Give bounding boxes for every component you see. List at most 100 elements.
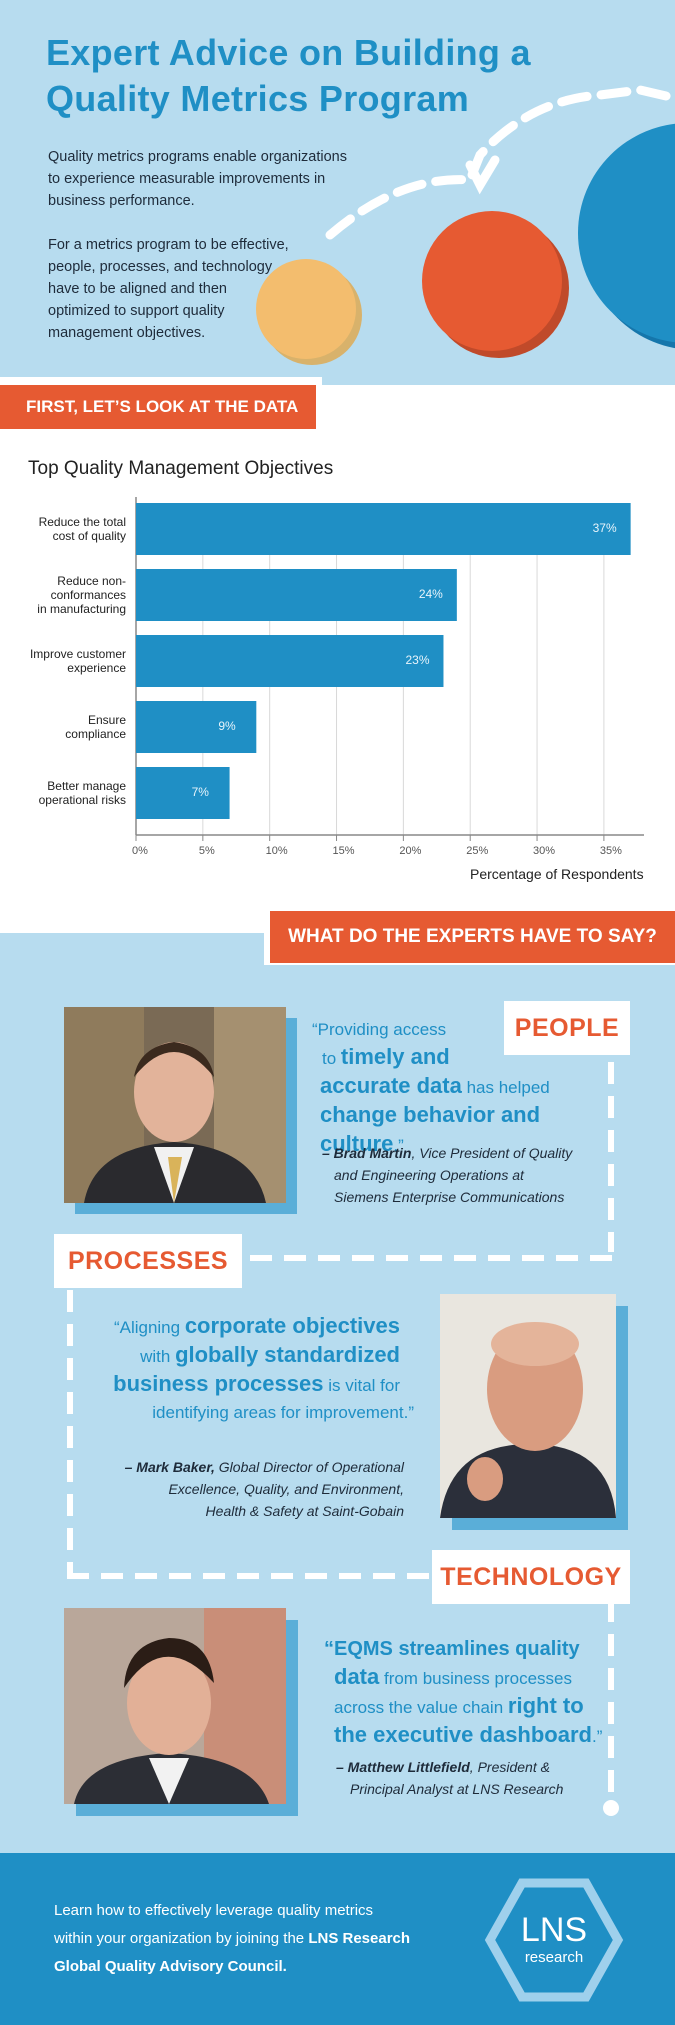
x-tick-label: 30% <box>533 845 556 857</box>
footer-link-text: LNS Research <box>308 1930 411 1947</box>
bar <box>136 767 230 819</box>
quote-line: “Providing access <box>312 1020 447 1039</box>
quote-text: with <box>140 1347 176 1366</box>
person-name: – Mark Baker, <box>124 1459 215 1475</box>
bar-category-label-line: Reduce non- <box>57 574 126 588</box>
chart-title: Top Quality Management Objectives <box>28 458 334 479</box>
x-tick-label: 35% <box>599 845 622 857</box>
bar <box>136 635 444 687</box>
quote-text: .” <box>393 1136 404 1155</box>
person-company: Principal Analyst at LNS Research <box>350 1781 564 1797</box>
dashed-path-icon <box>325 85 675 240</box>
lns-research-logo[interactable]: LNS research <box>484 1875 624 2005</box>
quote-emphasis: timely and <box>340 1044 450 1069</box>
bar <box>136 503 631 555</box>
intro-paragraph-1: Quality metrics programs enable organiza… <box>48 149 347 209</box>
quote-emphasis: change behavior and culture <box>320 1102 541 1156</box>
chevron-icon <box>465 155 500 195</box>
orange-circle <box>422 211 562 351</box>
technology-attribution: – Matthew Littlefield, President & Princ… <box>336 1756 626 1800</box>
bar-category-label-line: cost of quality <box>52 529 126 543</box>
quote-text: to <box>322 1049 341 1068</box>
page-title: Expert Advice on Building a Quality Metr… <box>46 32 531 119</box>
quote-emphasis: data <box>334 1664 380 1689</box>
dashed-line <box>608 1600 614 1800</box>
logo-sub-text: research <box>524 1949 584 1966</box>
person-company: Health & Safety at Saint-Gobain <box>205 1503 404 1519</box>
footer-line: within your organization by joining the <box>54 1930 309 1947</box>
bar-category-label-line: Reduce the total <box>38 515 126 529</box>
quote-text: is vital for <box>323 1376 400 1395</box>
person-role: , President & <box>469 1759 550 1775</box>
people-attribution: – Brad Martin, Vice President of Quality… <box>322 1142 622 1208</box>
bar-category-label-line: Better manage <box>47 779 126 793</box>
logo-main-text: LNS <box>520 1911 588 1949</box>
x-tick-label: 15% <box>332 845 355 857</box>
processes-tag: PROCESSES <box>54 1234 242 1288</box>
quote-emphasis: “EQMS streamlines quality <box>324 1638 580 1660</box>
bar-value-label: 24% <box>418 587 443 601</box>
bar-category-label-line: compliance <box>65 727 126 741</box>
x-tick-label: 10% <box>265 845 288 857</box>
quote-emphasis: the executive dashboard <box>334 1722 592 1747</box>
x-tick-label: 20% <box>399 845 422 857</box>
quote-emphasis: right to <box>507 1693 584 1718</box>
bar-value-label: 9% <box>218 719 236 733</box>
section-banner-data: FIRST, LET’S LOOK AT THE DATA <box>0 385 316 429</box>
bar-category-label: Better manage operational risks <box>20 779 126 807</box>
footer: Learn how to effectively leverage qualit… <box>0 1853 675 2025</box>
bar-value-label: 23% <box>405 653 430 667</box>
person-company: Siemens Enterprise Communications <box>334 1189 565 1205</box>
quote-emphasis: accurate data <box>320 1073 462 1098</box>
quote-text: from business processes <box>379 1669 572 1688</box>
footer-line: Global Quality Advisory Council. <box>54 1958 287 1975</box>
person-role: , Vice President of Quality <box>411 1145 573 1161</box>
person-name: – Matthew Littlefield <box>336 1759 470 1775</box>
processes-quote: “Aligning corporate objectives with glob… <box>100 1312 420 1426</box>
bar-value-label: 37% <box>592 521 617 535</box>
section-banner-experts: WHAT DO THE EXPERTS HAVE TO SAY? <box>270 911 675 963</box>
bar <box>136 569 457 621</box>
quote-emphasis: globally standardized <box>175 1342 400 1367</box>
hexagon-icon <box>484 1878 624 2002</box>
yellow-circle <box>256 259 356 359</box>
quote-emphasis: business processes <box>113 1371 324 1396</box>
footer-line: Learn how to effectively leverage qualit… <box>54 1902 374 1919</box>
quote-text: .” <box>591 1727 603 1746</box>
person-role: Global Director of Operational <box>214 1459 404 1475</box>
dashed-line <box>250 1255 614 1261</box>
people-tag: PEOPLE <box>504 1001 630 1055</box>
bar-category-label-line: Ensure <box>87 713 126 727</box>
dashed-line <box>67 1290 73 1578</box>
bar-category-label: Ensure compliance <box>20 713 126 741</box>
header-section: Expert Advice on Building a Quality Metr… <box>0 0 675 385</box>
person-role: Excellence, Quality, and Environment, <box>168 1481 404 1497</box>
bar-category-label-line: conformances <box>50 588 126 602</box>
blue-circle <box>578 123 675 343</box>
bar-category-label-line: in manufacturing <box>37 602 126 616</box>
quote-text: across the value chain <box>334 1698 508 1717</box>
bar-category-label-line: experience <box>67 661 126 675</box>
intro-paragraph-2: For a metrics program to be effective, p… <box>48 237 289 341</box>
chart-x-axis-label: Percentage of Respondents <box>470 866 644 882</box>
bar-value-label: 7% <box>191 785 209 799</box>
dashed-line <box>608 1062 614 1252</box>
x-tick-label: 25% <box>466 845 489 857</box>
brad-martin-photo <box>64 1007 286 1203</box>
quote-emphasis: corporate objectives <box>184 1313 400 1338</box>
bar-category-label: Reduce non-conformances in manufacturing <box>20 574 126 616</box>
x-tick-label: 5% <box>198 845 215 857</box>
bar <box>136 701 257 753</box>
quote-text: “Aligning <box>113 1318 185 1337</box>
chart-plot-area <box>135 497 644 841</box>
bar-category-label: Reduce the total cost of quality <box>20 515 126 543</box>
dashed-line <box>67 1573 432 1579</box>
technology-tag: TECHNOLOGY <box>432 1550 630 1604</box>
technology-quote: “EQMS streamlines quality data from busi… <box>324 1636 624 1750</box>
matthew-littlefield-photo <box>64 1608 286 1804</box>
x-tick-label: 0% <box>132 845 148 857</box>
person-role: and Engineering Operations at <box>334 1167 524 1183</box>
footer-text: Learn how to effectively leverage qualit… <box>54 1897 474 1981</box>
header-decoration <box>256 85 675 365</box>
bar-chart: 0% 5% 10% 15% 20% 25% 30% 35% 37% Reduce the tota… <box>0 495 675 895</box>
